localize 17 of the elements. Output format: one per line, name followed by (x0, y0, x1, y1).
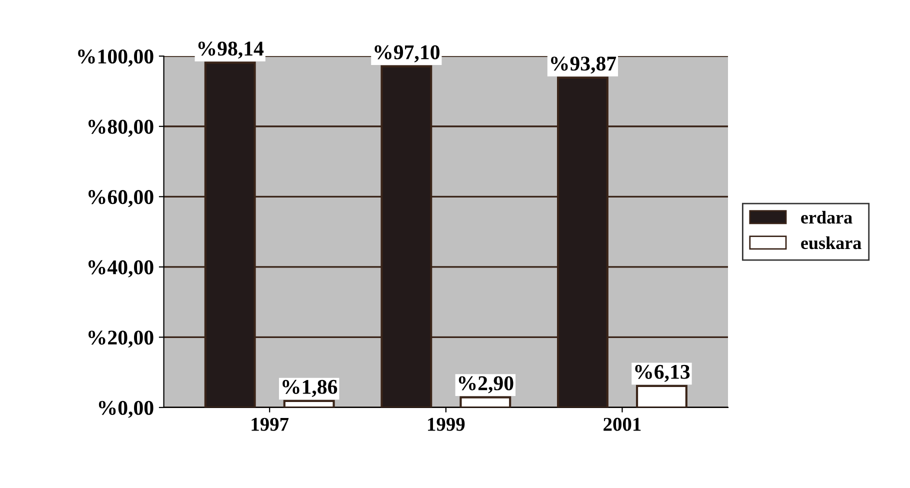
data-label: %93,87 (551, 56, 616, 74)
y-tick-label: %0,00 (98, 400, 154, 418)
legend-label: erdara (801, 210, 852, 224)
data-label: %1,86 (282, 380, 338, 397)
data-label: %97,10 (374, 45, 440, 62)
x-tick-label: 1999 (428, 418, 465, 431)
x-tick-label: 2001 (604, 418, 641, 431)
data-label: %6,13 (635, 364, 690, 382)
legend-label: euskara (801, 236, 862, 250)
data-label: %98,14 (198, 42, 264, 59)
y-tick-label: %80,00 (88, 120, 154, 137)
y-tick-label: %60,00 (88, 190, 154, 208)
y-tick-label: %100,00 (78, 49, 154, 67)
x-tick-label: 1997 (252, 418, 289, 431)
y-tick-label: %20,00 (88, 330, 154, 348)
data-label: %2,90 (458, 376, 514, 394)
y-tick-label: %40,00 (88, 260, 154, 278)
